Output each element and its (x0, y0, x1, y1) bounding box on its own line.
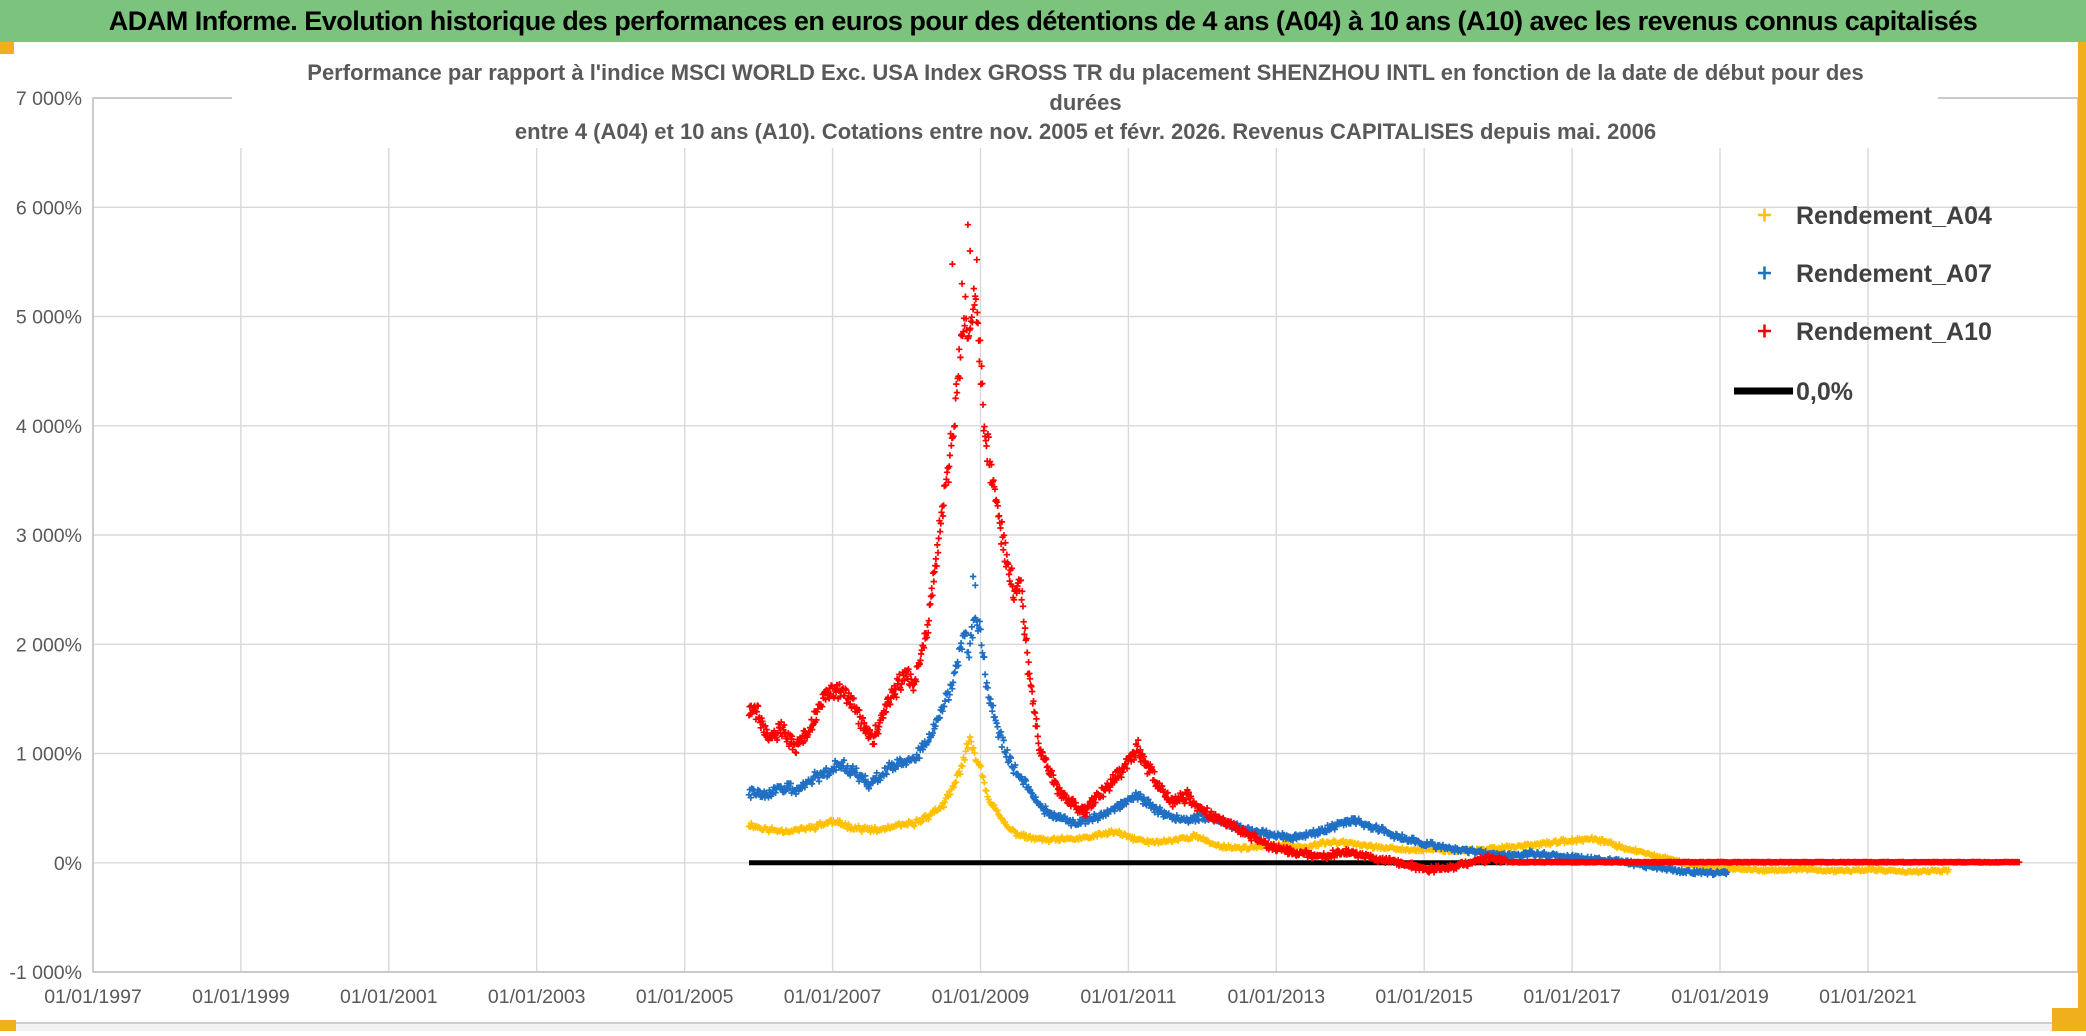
chart-title-bg (232, 56, 1938, 148)
report-header-bar: ADAM Informe. Evolution historique des p… (0, 0, 2086, 42)
legend-label: Rendement_A04 (1796, 202, 1992, 230)
legend-plus-marker-icon (1758, 266, 1771, 280)
yellow-border-right (2078, 42, 2086, 1031)
legend-item: Rendement_A04 (1758, 202, 1992, 230)
y-axis-tick-label: 3 000% (16, 525, 82, 547)
bottom-strip (0, 1024, 2086, 1031)
bottom-divider (0, 1022, 2086, 1024)
chart-title-line: entre 4 (A04) et 10 ans (A10). Cotations… (515, 119, 1656, 144)
legend-label: Rendement_A10 (1796, 318, 1992, 346)
series-rendement-a10-tail (1503, 858, 2023, 866)
y-axis-tick-label: 7 000% (16, 88, 82, 110)
chart-area: Performance par rapport à l'indice MSCI … (0, 42, 2086, 1031)
x-axis-tick-label: 01/01/2017 (1523, 986, 1621, 1008)
x-axis-tick-label: 01/01/2005 (636, 986, 734, 1008)
yellow-corner-handle-top-left (0, 42, 14, 54)
legend-label: 0,0% (1796, 378, 1853, 406)
y-axis-tick-label: 4 000% (16, 416, 82, 438)
performance-chart: Performance par rapport à l'indice MSCI … (0, 56, 2086, 1031)
legend-item: Rendement_A07 (1758, 260, 1992, 288)
yellow-corner-handle-bottom-right (2052, 1008, 2086, 1031)
legend-item: 0,0% (1734, 378, 1853, 406)
y-axis-tick-label: -1 000% (9, 962, 82, 984)
legend-plus-marker-icon (1758, 208, 1771, 222)
y-axis-tick-label: 0% (54, 853, 82, 875)
report-title: ADAM Informe. Evolution historique des p… (108, 5, 1978, 36)
x-axis-tick-label: 01/01/2007 (784, 986, 882, 1008)
legend-plus-marker-icon (1758, 324, 1771, 338)
legend-label: Rendement_A07 (1796, 260, 1992, 288)
x-axis-tick-label: 01/01/2019 (1671, 986, 1769, 1008)
x-axis-tick-label: 01/01/2015 (1375, 986, 1473, 1008)
x-axis-tick-label: 01/01/2009 (932, 986, 1030, 1008)
x-axis-tick-label: 01/01/2003 (488, 986, 586, 1008)
gridlines (92, 97, 2078, 973)
x-axis-tick-label: 01/01/2011 (1080, 986, 1176, 1008)
y-axis-tick-label: 1 000% (16, 744, 82, 766)
legend-item: Rendement_A10 (1758, 318, 1992, 346)
y-axis-tick-label: 5 000% (16, 307, 82, 329)
x-axis-tick-label: 01/01/1999 (192, 986, 290, 1008)
x-axis-tick-label: 01/01/2001 (340, 986, 438, 1008)
chart-title-line: durées (1049, 90, 1121, 115)
x-axis-tick-label: 01/01/2013 (1228, 986, 1326, 1008)
y-axis-tick-label: 2 000% (16, 634, 82, 656)
x-axis-tick-label: 01/01/2021 (1819, 986, 1917, 1008)
x-axis-tick-label: 01/01/1997 (44, 986, 142, 1008)
yellow-corner-handle-bottom-left (0, 1020, 16, 1031)
y-axis-tick-label: 6 000% (16, 197, 82, 219)
series-rendement-a10 (745, 221, 1509, 876)
chart-title-line: Performance par rapport à l'indice MSCI … (307, 60, 1863, 85)
legend: Rendement_A04 Rendement_A07 Rendement_A10 0… (1734, 202, 1992, 406)
